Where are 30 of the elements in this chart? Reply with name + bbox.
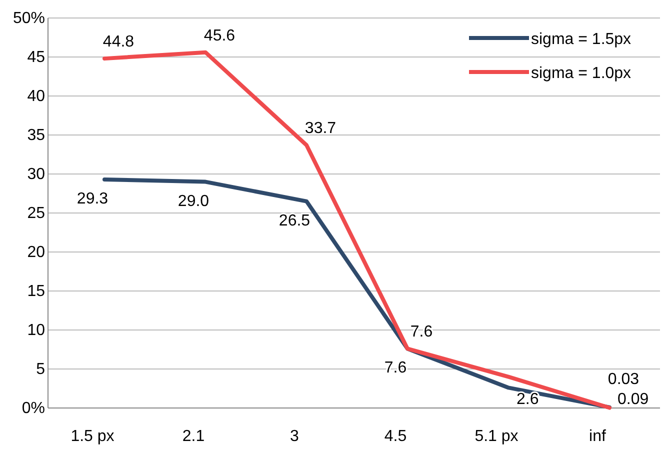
y-tick-label: 10 [27, 322, 46, 339]
data-label: 7.6 [410, 324, 433, 341]
data-label: 0.09 [618, 391, 649, 408]
y-tick-label: 35 [27, 127, 46, 144]
y-tick-label: 30 [27, 166, 46, 183]
legend-label: sigma = 1.5px [531, 31, 632, 48]
data-label: 33.7 [304, 120, 336, 138]
y-tick-label: 25 [27, 205, 46, 222]
legend-label: sigma = 1.0px [531, 65, 632, 82]
x-tick-label: 1.5 px [70, 428, 114, 445]
data-label: 7.6 [384, 360, 407, 377]
y-tick-label: 5 [36, 361, 46, 378]
x-tick-label: 3 [290, 428, 300, 445]
x-tick-label: 2.1 [182, 428, 205, 445]
y-tick-label: 0% [22, 400, 45, 417]
data-label: 2.6 [516, 391, 539, 408]
data-label: 29.3 [76, 190, 108, 208]
y-tick-label: 45 [27, 49, 46, 66]
y-tick-label: 20 [27, 244, 46, 261]
x-tick-label: 4.5 [384, 428, 407, 445]
data-label: 29.0 [178, 192, 210, 210]
data-label: 44.8 [102, 34, 134, 51]
x-tick-label: inf [589, 428, 606, 445]
y-tick-label: 40 [27, 88, 46, 105]
x-tick-label: 5.1 px [474, 428, 518, 445]
data-label: 0.03 [608, 371, 640, 388]
y-tick-label: 50% [12, 10, 45, 27]
data-label: 45.6 [204, 27, 236, 44]
y-tick-label: 15 [27, 283, 46, 300]
data-label: 26.5 [278, 212, 310, 230]
